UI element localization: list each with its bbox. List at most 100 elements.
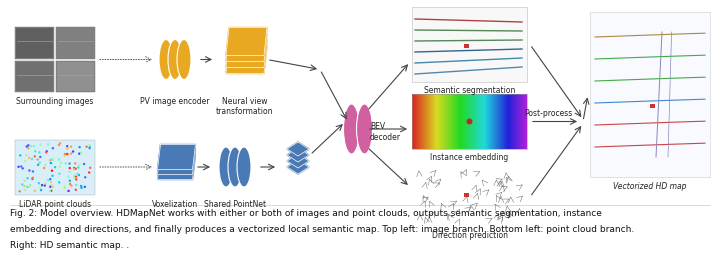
Point bbox=[19, 184, 30, 188]
Point bbox=[84, 143, 96, 147]
Point bbox=[70, 166, 81, 171]
Bar bbox=[412, 94, 527, 149]
Bar bbox=[590, 12, 710, 177]
Bar bbox=[418, 94, 419, 149]
Bar bbox=[525, 94, 526, 149]
Bar bbox=[473, 94, 474, 149]
Point bbox=[70, 161, 81, 166]
Bar bbox=[57, 28, 94, 58]
Bar bbox=[524, 94, 525, 149]
Bar bbox=[511, 94, 512, 149]
Bar bbox=[501, 94, 502, 149]
Point bbox=[24, 183, 36, 187]
Bar bbox=[16, 61, 53, 91]
Bar bbox=[454, 94, 455, 149]
Point bbox=[22, 176, 33, 180]
Bar bbox=[443, 94, 444, 149]
Point bbox=[78, 162, 90, 166]
Text: Post-process: Post-process bbox=[524, 109, 572, 117]
Bar bbox=[431, 94, 432, 149]
Point bbox=[66, 145, 77, 149]
Bar bbox=[523, 94, 524, 149]
Bar bbox=[502, 94, 503, 149]
Point bbox=[46, 157, 58, 161]
Point bbox=[45, 180, 57, 184]
Bar bbox=[427, 94, 428, 149]
Bar bbox=[423, 94, 424, 149]
Bar bbox=[425, 94, 426, 149]
Bar bbox=[512, 94, 513, 149]
Point bbox=[19, 179, 30, 183]
Ellipse shape bbox=[219, 147, 233, 187]
Bar bbox=[474, 94, 475, 149]
Bar bbox=[505, 94, 506, 149]
Bar bbox=[56, 27, 95, 58]
Point bbox=[71, 183, 82, 187]
Bar bbox=[434, 94, 435, 149]
Text: PV image encoder: PV image encoder bbox=[140, 97, 210, 106]
Bar bbox=[470, 94, 471, 149]
Point bbox=[64, 182, 76, 186]
Point bbox=[74, 163, 86, 167]
Bar bbox=[420, 94, 421, 149]
Bar bbox=[416, 94, 417, 149]
Bar bbox=[499, 94, 500, 149]
Bar bbox=[465, 94, 466, 149]
Point bbox=[22, 143, 34, 148]
Bar bbox=[457, 94, 458, 149]
Text: Vectorized HD map: Vectorized HD map bbox=[613, 182, 687, 191]
Point bbox=[66, 183, 77, 188]
Point bbox=[68, 174, 80, 178]
Text: Fig. 2: Model overview. HDMapNet works with either or both of images and point c: Fig. 2: Model overview. HDMapNet works w… bbox=[10, 209, 602, 218]
Point bbox=[49, 165, 60, 170]
Point bbox=[74, 145, 86, 149]
Point bbox=[63, 189, 74, 193]
Bar bbox=[459, 94, 460, 149]
Bar bbox=[479, 94, 480, 149]
Point bbox=[84, 166, 96, 170]
Point bbox=[40, 163, 51, 167]
Polygon shape bbox=[226, 45, 267, 73]
Point bbox=[70, 176, 81, 180]
Point bbox=[19, 159, 31, 163]
Bar bbox=[460, 94, 461, 149]
Point bbox=[17, 166, 29, 171]
Point bbox=[45, 161, 57, 165]
Bar bbox=[450, 94, 451, 149]
Bar bbox=[451, 94, 452, 149]
Point bbox=[60, 161, 71, 166]
Bar bbox=[472, 94, 473, 149]
Circle shape bbox=[467, 119, 472, 124]
Bar bbox=[485, 94, 486, 149]
Point bbox=[14, 189, 25, 194]
Bar bbox=[447, 94, 448, 149]
Bar bbox=[482, 94, 483, 149]
Point bbox=[61, 144, 73, 148]
Bar bbox=[455, 94, 456, 149]
Bar bbox=[487, 94, 488, 149]
Bar bbox=[439, 94, 440, 149]
Point bbox=[63, 174, 74, 179]
Point bbox=[53, 171, 65, 176]
Bar bbox=[456, 94, 457, 149]
Bar bbox=[481, 94, 482, 149]
Point bbox=[22, 146, 34, 150]
Bar bbox=[471, 94, 472, 149]
Bar bbox=[422, 94, 423, 149]
Point bbox=[27, 169, 39, 174]
Bar bbox=[452, 94, 453, 149]
Bar bbox=[16, 28, 53, 58]
Bar bbox=[514, 94, 515, 149]
Point bbox=[29, 154, 40, 159]
Point bbox=[48, 157, 59, 162]
Bar bbox=[448, 94, 449, 149]
Ellipse shape bbox=[343, 104, 359, 154]
Bar bbox=[57, 61, 94, 91]
Bar bbox=[476, 94, 477, 149]
Point bbox=[25, 144, 37, 148]
Bar bbox=[412, 94, 413, 149]
Point bbox=[34, 160, 45, 165]
Point bbox=[70, 188, 81, 192]
Point bbox=[53, 157, 65, 162]
Point bbox=[64, 170, 76, 174]
